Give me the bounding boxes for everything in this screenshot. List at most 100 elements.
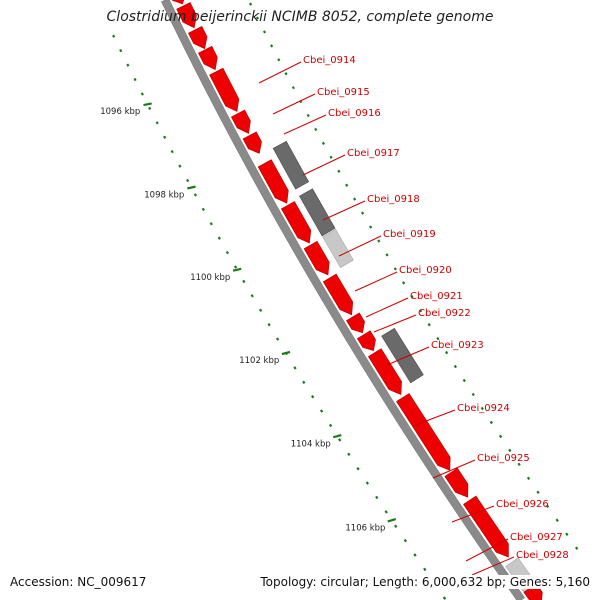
feature-block: [322, 228, 354, 268]
gene-label: Cbei_0915: [317, 87, 370, 98]
gene-arrow: [280, 201, 312, 244]
scale-tick: [163, 135, 167, 139]
gene-label: Cbei_0914: [303, 55, 356, 66]
gene-features: [171, 0, 543, 600]
gene-label-line: [272, 93, 316, 115]
gene-arrow: [444, 467, 469, 498]
gene-arrow: [230, 109, 251, 134]
scale-tick: [453, 364, 458, 369]
gene-arrow: [367, 348, 402, 395]
scale-label: 1102 kbp: [239, 356, 279, 366]
scale-tick: [347, 452, 351, 456]
scale-tick: [442, 596, 447, 600]
scale-tick: [277, 58, 281, 62]
gene-arrow: [396, 393, 451, 471]
scale-tick: [536, 490, 540, 494]
gene-arrow: [209, 67, 240, 112]
scale-tick: [225, 250, 230, 255]
gene-label-line: [322, 200, 366, 221]
scale-tick: [133, 77, 137, 82]
scale-tick: [436, 336, 440, 341]
gene-label-line: [451, 505, 495, 523]
scale-tick: [255, 16, 260, 20]
scale-tick: [328, 423, 333, 428]
scale-tick: [321, 141, 325, 145]
gene-label: Cbei_0925: [477, 453, 530, 464]
scale-tick: [369, 225, 373, 229]
genome-summary-text: Topology: circular; Length: 6,000,632 bp…: [256, 575, 590, 589]
gene-label: Cbei_0921: [410, 291, 463, 302]
scale-tick: [508, 448, 512, 453]
scale-tick: [345, 183, 349, 187]
scale-tick: [259, 308, 263, 312]
scale-tick: [480, 406, 484, 411]
scale-tick: [384, 510, 388, 514]
scale-tick: [291, 86, 295, 90]
scale-tick: [419, 309, 423, 313]
reverse-gene-block: [381, 327, 424, 384]
gene-label: Cbei_0924: [457, 403, 510, 414]
scale-tick: [545, 504, 550, 508]
scale-tick: [311, 394, 315, 399]
scale-tick: [262, 30, 267, 34]
scale-tick: [356, 466, 360, 471]
scale-label: 1100 kbp: [190, 273, 230, 283]
gene-label-line: [258, 61, 302, 84]
scale-tick: [217, 236, 221, 240]
scale-tick: [178, 164, 182, 168]
gene-label: Cbei_0920: [399, 265, 452, 276]
gene-arrow: [198, 45, 218, 71]
scale-tick: [314, 127, 318, 132]
gene-arrow: [257, 159, 289, 204]
scale-tick: [489, 420, 493, 425]
major-tick: [232, 267, 242, 272]
scale-tick: [471, 392, 475, 397]
gene-arrow: [188, 26, 208, 50]
scale-tick: [293, 366, 297, 370]
scale-tick: [498, 434, 503, 439]
scale-tick: [250, 294, 254, 298]
reverse-gene-block: [272, 140, 310, 190]
gene-arrow: [463, 495, 509, 558]
gene-arrow: [346, 312, 365, 334]
scale-tick: [119, 49, 123, 53]
gene-label-line: [471, 556, 515, 576]
scale-tick: [170, 150, 174, 154]
scale-tick: [140, 92, 144, 96]
genome-backbone: [161, 0, 526, 600]
gene-arrow: [303, 240, 330, 276]
scale-tick: [575, 546, 579, 550]
gene-labels: Cbei_0914 Cbei_0915 Cbei_0916 Cbei_0917 Cbei…: [303, 55, 569, 561]
scale-tick: [319, 409, 324, 413]
gene-arrow: [242, 131, 262, 154]
scale-tick: [276, 337, 280, 341]
major-tick: [387, 518, 397, 523]
gene-label-line: [386, 346, 430, 366]
gene-label-line: [373, 314, 417, 333]
scale-tick: [365, 481, 370, 485]
accession-text: Accession: NC_009617: [10, 575, 147, 589]
gene-label: Cbei_0918: [367, 194, 420, 205]
scale-tick: [267, 322, 271, 327]
scale-tick: [526, 476, 531, 481]
scale-tick: [234, 265, 238, 269]
scale-label: 1104 kbp: [291, 439, 331, 449]
scale-tick: [126, 63, 130, 67]
scale-tick: [329, 155, 333, 159]
gene-label-line: [283, 114, 327, 135]
gene-arrow: [176, 2, 197, 29]
scale-tick: [306, 113, 310, 118]
scale-tick: [394, 524, 398, 528]
scale-tick: [201, 207, 205, 212]
scale-tick: [270, 44, 274, 48]
scale-tick: [155, 121, 159, 125]
scale-label: 1096 kbp: [100, 107, 140, 117]
scale-tick: [284, 72, 288, 76]
scale-label: 1106 kbp: [345, 524, 385, 534]
scale-ticks-inner: [249, 2, 579, 550]
gene-label: Cbei_0919: [383, 229, 436, 240]
gene-label: Cbei_0917: [347, 148, 400, 159]
scale-tick: [338, 438, 342, 442]
scale-tick: [517, 462, 521, 467]
scale-tick: [393, 267, 397, 271]
